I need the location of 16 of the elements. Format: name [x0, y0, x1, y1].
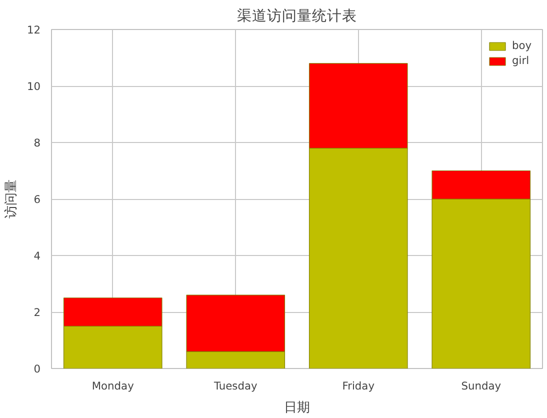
y-tick-label: 8	[34, 136, 41, 150]
y-tick-label: 6	[34, 193, 41, 206]
y-tick-label: 4	[34, 250, 41, 262]
x-tick-label: Sunday	[461, 380, 502, 392]
x-axis-title: 日期	[284, 400, 310, 416]
y-axis-title: 访问量	[2, 180, 19, 218]
legend-label: boy	[512, 39, 532, 52]
x-tick-label: Tuesday	[212, 380, 258, 392]
chart-title: 渠道访问量统计表	[237, 8, 357, 24]
x-tick-label: Friday	[342, 380, 375, 392]
x-tick-label: Monday	[92, 380, 134, 392]
y-tick-label: 0	[34, 362, 41, 376]
legend-label: girl	[512, 54, 530, 67]
y-tick-label: 10	[26, 80, 41, 93]
y-tick-label: 12	[26, 24, 41, 36]
y-tick-label: 2	[34, 306, 40, 319]
